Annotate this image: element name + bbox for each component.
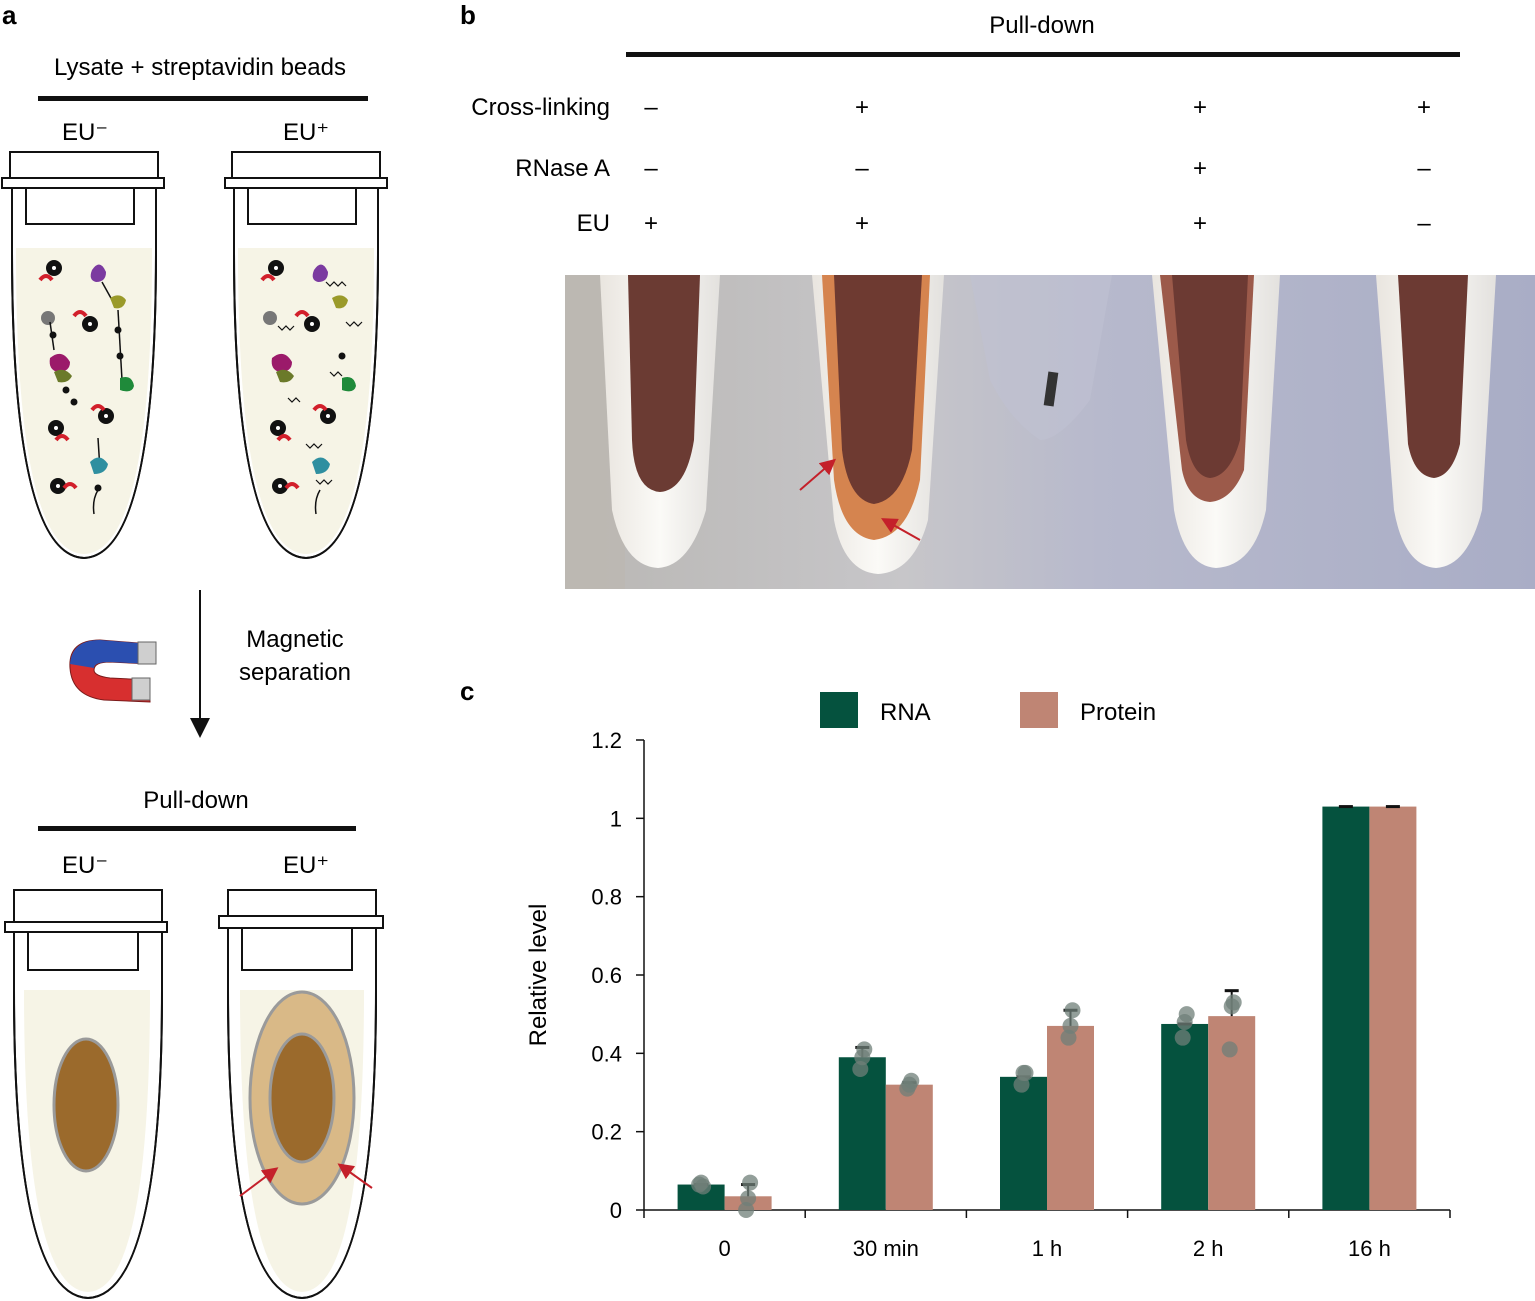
row-label-rnase-a: RNase A: [515, 155, 610, 182]
data-point: [1060, 1029, 1077, 1046]
bottom-title-rule: [38, 826, 356, 831]
x-tick-label: 2 h: [1193, 1236, 1224, 1261]
y-tick-label: 0: [610, 1198, 622, 1223]
tube-bottom-eu-plus: [218, 889, 384, 1300]
legend-label-rna: RNA: [880, 699, 931, 726]
condition-table: Cross-linking RNase A EU – + + + – – + –…: [471, 94, 1431, 237]
data-point: [1178, 1006, 1195, 1023]
row-label-eu: EU: [577, 210, 610, 237]
bar-rna: [1322, 806, 1370, 1210]
x-tick-label: 1 h: [1032, 1236, 1063, 1261]
y-tick-label: 0.6: [591, 963, 622, 988]
bottom-tube-label-eu-plus: EU⁺: [283, 852, 329, 879]
bottom-tube-label-eu-minus: EU⁻: [62, 852, 108, 879]
cell: –: [855, 155, 869, 182]
panel-c: c 0 0.2 0.4 0.6 0.8 1 1.2 Relative level 0 30 min…: [460, 676, 1451, 1261]
data-point: [742, 1174, 759, 1191]
step-text-line1: Magnetic: [246, 626, 343, 653]
cell: +: [1193, 94, 1207, 121]
x-tick-label: 30 min: [853, 1236, 919, 1261]
y-tick-label: 0.2: [591, 1120, 622, 1145]
tube-bottom-eu-minus: [4, 889, 168, 1300]
bar-rna: [1161, 1023, 1209, 1210]
panel-b: b Pull-down Cross-linking RNase A EU – +…: [460, 0, 1535, 589]
magnet-icon: [69, 639, 157, 703]
data-point: [1017, 1064, 1034, 1081]
panel-a-label: a: [2, 0, 17, 30]
cell: +: [1417, 94, 1431, 121]
panel-a-top-title: Lysate + streptavidin beads: [54, 54, 346, 81]
y-tick-label: 1: [610, 806, 622, 831]
cell: +: [1193, 155, 1207, 182]
protein-icon: [90, 264, 106, 282]
legend-swatch-rna: [820, 692, 858, 728]
bar-rna: [838, 1057, 886, 1210]
data-point: [852, 1061, 869, 1077]
row-label-cross-linking: Cross-linking: [471, 94, 610, 121]
y-axis-label: Relative level: [525, 904, 552, 1047]
x-tick-label: 16 h: [1348, 1236, 1391, 1261]
red-arrow-icon: [337, 1163, 373, 1189]
red-arrow-icon: [881, 518, 921, 541]
data-point: [740, 1190, 757, 1207]
cell: –: [1417, 210, 1431, 237]
y-tick-label: 0.4: [591, 1041, 622, 1066]
panel-c-label: c: [460, 676, 474, 706]
data-point: [695, 1178, 712, 1195]
legend-label-protein: Protein: [1080, 699, 1156, 726]
red-arrow-icon: [799, 458, 837, 491]
cell: –: [644, 155, 658, 182]
data-point: [856, 1041, 873, 1058]
cell: +: [1193, 210, 1207, 237]
tube-label-eu-plus: EU⁺: [283, 119, 329, 146]
bar-protein: [1047, 1025, 1094, 1210]
data-point: [903, 1072, 920, 1089]
x-tick-label: 0: [718, 1236, 730, 1261]
tube-photo: [565, 275, 1535, 589]
tube-contents: [38, 260, 363, 515]
bar-rna: [1000, 1076, 1047, 1210]
y-tick-label: 0.8: [591, 885, 622, 910]
data-point: [1225, 994, 1242, 1011]
panel-b-label: b: [460, 0, 476, 30]
tube-label-eu-minus: EU⁻: [62, 119, 108, 146]
data-point: [1174, 1029, 1191, 1046]
panel-a-bottom-title: Pull-down: [143, 787, 248, 814]
tube-top-eu-minus: [1, 151, 165, 560]
panel-b-rule: [626, 52, 1460, 57]
bar-protein: [1369, 806, 1417, 1210]
top-title-rule: [38, 96, 368, 101]
y-tick-label: 1.2: [591, 728, 622, 753]
panel-a: a Lysate + streptavidin beads EU⁻ EU⁺: [1, 0, 388, 1300]
cell: +: [855, 210, 869, 237]
pellet: [52, 1037, 120, 1173]
cell: –: [644, 94, 658, 121]
data-point: [738, 1202, 755, 1218]
cell: –: [1417, 155, 1431, 182]
bar-protein: [885, 1084, 933, 1210]
step-text-line2: separation: [239, 659, 351, 686]
panel-b-header: Pull-down: [989, 12, 1094, 39]
red-arrow-icon: [239, 1167, 279, 1197]
legend-swatch-protein: [1020, 692, 1058, 728]
cell: +: [855, 94, 869, 121]
cell: +: [644, 210, 658, 237]
data-point: [1064, 1002, 1081, 1019]
data-point: [1062, 1017, 1079, 1034]
data-point: [1221, 1041, 1238, 1058]
pellet: [268, 1032, 336, 1164]
tube-top-eu-plus: [224, 151, 388, 560]
bar-chart: 0 0.2 0.4 0.6 0.8 1 1.2 Relative level 0 30 min 1 …: [525, 692, 1451, 1261]
